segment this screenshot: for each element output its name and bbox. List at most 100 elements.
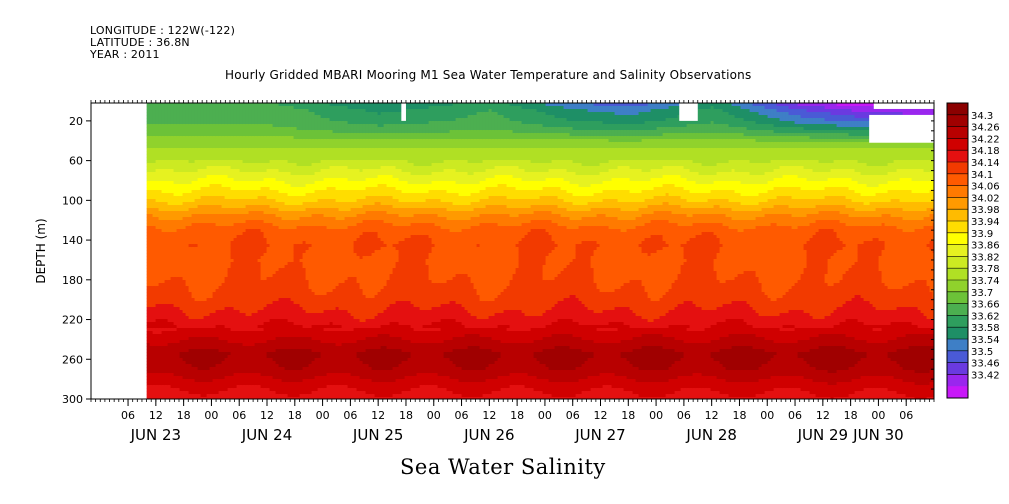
salinity-cell	[239, 238, 244, 242]
salinity-cell	[146, 358, 151, 362]
salinity-cell	[176, 160, 181, 164]
salinity-cell	[239, 340, 244, 344]
salinity-cell	[206, 355, 211, 359]
salinity-cell	[179, 394, 184, 398]
salinity-cell	[158, 136, 163, 140]
salinity-cell	[203, 349, 208, 353]
salinity-cell	[176, 217, 181, 221]
salinity-cell	[161, 196, 166, 200]
salinity-cell	[212, 124, 217, 128]
salinity-cell	[200, 376, 205, 380]
salinity-cell	[170, 268, 175, 272]
salinity-cell	[152, 181, 157, 185]
salinity-cell	[179, 127, 184, 131]
salinity-cell	[179, 223, 184, 227]
salinity-cell	[185, 262, 190, 266]
salinity-cell	[206, 361, 211, 365]
salinity-cell	[161, 331, 166, 335]
salinity-cell	[242, 331, 247, 335]
salinity-cell	[257, 202, 262, 206]
salinity-cell	[164, 217, 169, 221]
salinity-cell	[254, 223, 259, 227]
salinity-cell	[200, 235, 205, 239]
salinity-cell	[200, 253, 205, 257]
salinity-cell	[254, 286, 259, 290]
salinity-cell	[245, 163, 250, 167]
salinity-cell	[152, 349, 157, 353]
salinity-cell	[152, 346, 157, 350]
salinity-cell	[221, 280, 226, 284]
salinity-cell	[188, 346, 193, 350]
salinity-cell	[221, 112, 226, 116]
salinity-cell	[236, 214, 241, 218]
salinity-cell	[176, 178, 181, 182]
salinity-cell	[194, 202, 199, 206]
salinity-cell	[179, 157, 184, 161]
salinity-cell	[212, 373, 217, 377]
salinity-cell	[233, 160, 238, 164]
salinity-cell	[200, 145, 205, 149]
salinity-cell	[161, 304, 166, 308]
salinity-field	[146, 103, 934, 399]
salinity-cell	[248, 256, 253, 260]
salinity-cell	[170, 397, 175, 399]
salinity-cell	[257, 316, 262, 320]
salinity-cell	[233, 103, 238, 107]
salinity-cell	[236, 142, 241, 146]
salinity-cell	[242, 292, 247, 296]
salinity-cell	[218, 301, 223, 305]
salinity-cell	[149, 130, 154, 134]
salinity-cell	[230, 199, 235, 203]
salinity-cell	[251, 334, 256, 338]
salinity-cell	[167, 163, 172, 167]
salinity-cell	[227, 319, 232, 323]
salinity-cell	[224, 286, 229, 290]
salinity-cell	[236, 190, 241, 194]
salinity-cell	[149, 367, 154, 371]
salinity-cell	[218, 232, 223, 236]
salinity-cell	[203, 298, 208, 302]
salinity-cell	[179, 361, 184, 365]
salinity-cell	[215, 394, 220, 398]
salinity-cell	[221, 157, 226, 161]
salinity-cell	[188, 286, 193, 290]
salinity-cell	[218, 298, 223, 302]
salinity-cell	[257, 373, 262, 377]
salinity-cell	[212, 127, 217, 131]
salinity-cell	[215, 184, 220, 188]
salinity-cell	[188, 397, 193, 399]
salinity-cell	[155, 391, 160, 395]
salinity-cell	[149, 241, 154, 245]
salinity-cell	[194, 175, 199, 179]
salinity-cell	[185, 169, 190, 173]
salinity-cell	[158, 298, 163, 302]
salinity-cell	[158, 379, 163, 383]
salinity-cell	[203, 355, 208, 359]
salinity-cell	[161, 376, 166, 380]
salinity-cell	[194, 238, 199, 242]
salinity-cell	[176, 229, 181, 233]
salinity-cell	[251, 382, 256, 386]
salinity-cell	[224, 316, 229, 320]
salinity-cell	[167, 340, 172, 344]
salinity-cell	[221, 163, 226, 167]
salinity-cell	[257, 115, 262, 119]
salinity-cell	[203, 301, 208, 305]
salinity-cell	[170, 328, 175, 332]
salinity-cell	[242, 187, 247, 191]
salinity-cell	[170, 208, 175, 212]
salinity-cell	[239, 172, 244, 176]
salinity-cell	[215, 145, 220, 149]
salinity-cell	[230, 160, 235, 164]
salinity-cell	[209, 322, 214, 326]
salinity-cell	[206, 322, 211, 326]
salinity-cell	[191, 322, 196, 326]
salinity-cell	[158, 232, 163, 236]
salinity-cell	[212, 286, 217, 290]
salinity-cell	[209, 217, 214, 221]
salinity-cell	[227, 115, 232, 119]
salinity-cell	[266, 205, 271, 209]
salinity-cell	[179, 274, 184, 278]
salinity-cell	[233, 223, 238, 227]
salinity-cell	[263, 370, 268, 374]
